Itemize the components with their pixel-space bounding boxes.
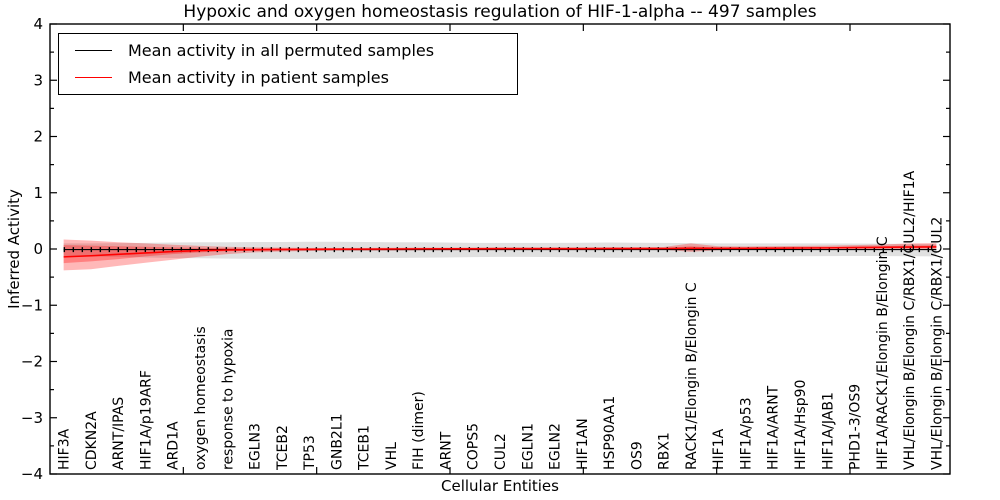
- x-category-label: VHL: [384, 442, 400, 470]
- x-category-label: VHL/Elongin B/Elongin C/RBX1/CUL2/HIF1A: [902, 170, 918, 470]
- legend: Mean activity in all permuted samples Me…: [58, 33, 518, 95]
- x-category-label: EGLN2: [548, 423, 564, 470]
- y-tick-label: 3: [33, 71, 43, 89]
- x-category-label: HSP90AA1: [602, 396, 618, 470]
- x-category-label: VHL/Elongin B/Elongin C/RBX1/CUL2: [929, 217, 945, 470]
- x-category-label: HIF1A/p19ARF: [138, 370, 154, 470]
- black-line-swatch-icon: [75, 49, 112, 51]
- x-category-label: HIF1AN: [575, 418, 591, 470]
- x-axis-label: Cellular Entities: [441, 477, 559, 495]
- x-category-label: oxygen homeostasis: [193, 326, 209, 470]
- legend-item-permuted-samples: Mean activity in all permuted samples: [59, 37, 517, 63]
- x-category-label: RACK1/Elongin B/Elongin C: [684, 282, 700, 470]
- x-category-label: HIF1A/p53: [738, 397, 754, 470]
- x-category-label: PHD1-3/OS9: [848, 384, 864, 470]
- y-tick-label: −2: [21, 353, 43, 371]
- y-tick-label: −4: [21, 465, 43, 483]
- x-category-label: OS9: [629, 441, 645, 470]
- x-category-label: ARNT/IPAS: [111, 397, 127, 470]
- red-line-swatch-icon: [75, 77, 112, 79]
- x-category-label: TCEB2: [275, 425, 291, 471]
- y-tick-label: −1: [21, 296, 43, 314]
- x-category-label: HIF1A/RACK1/Elongin B/Elongin C: [875, 236, 891, 470]
- x-category-label: response to hypoxia: [220, 329, 236, 470]
- x-category-label: ARNT: [438, 431, 454, 470]
- chart-title: Hypoxic and oxygen homeostasis regulatio…: [183, 2, 817, 22]
- x-category-label: HIF1A/ARNT: [766, 385, 782, 470]
- y-tick-label: 1: [33, 184, 43, 202]
- x-category-label: HIF1A/Hsp90: [793, 380, 809, 470]
- x-category-label: ARD1A: [166, 421, 182, 470]
- y-tick-label: 0: [33, 240, 43, 258]
- x-category-label: EGLN1: [520, 423, 536, 470]
- x-category-label: EGLN3: [248, 423, 264, 470]
- y-tick-label: −3: [21, 409, 43, 427]
- x-category-label: GNB2L1: [329, 413, 345, 470]
- x-category-label: TCEB1: [357, 425, 373, 471]
- x-category-label: HIF1A: [711, 428, 727, 470]
- band-patient-samples-outer-band: [63, 239, 937, 271]
- band-permuted-samples-range: [63, 241, 937, 259]
- legend-item-patient-samples: Mean activity in patient samples: [59, 65, 517, 91]
- legend-label: Mean activity in all permuted samples: [128, 40, 435, 60]
- legend-label: Mean activity in patient samples: [128, 68, 389, 88]
- x-category-label: CUL2: [493, 433, 509, 470]
- x-category-label: CDKN2A: [84, 411, 100, 470]
- line-patient-mean: [63, 246, 937, 258]
- x-category-label: COPS5: [466, 423, 482, 470]
- x-category-label: HIF1A/JAB1: [820, 392, 836, 470]
- x-category-label: HIF3A: [57, 428, 73, 470]
- x-category-label: RBX1: [657, 432, 673, 470]
- y-tick-label: 2: [33, 128, 43, 146]
- x-category-label: TP53: [302, 435, 318, 471]
- y-tick-label: 4: [33, 15, 43, 33]
- x-category-label: FIH (dimer): [411, 391, 427, 470]
